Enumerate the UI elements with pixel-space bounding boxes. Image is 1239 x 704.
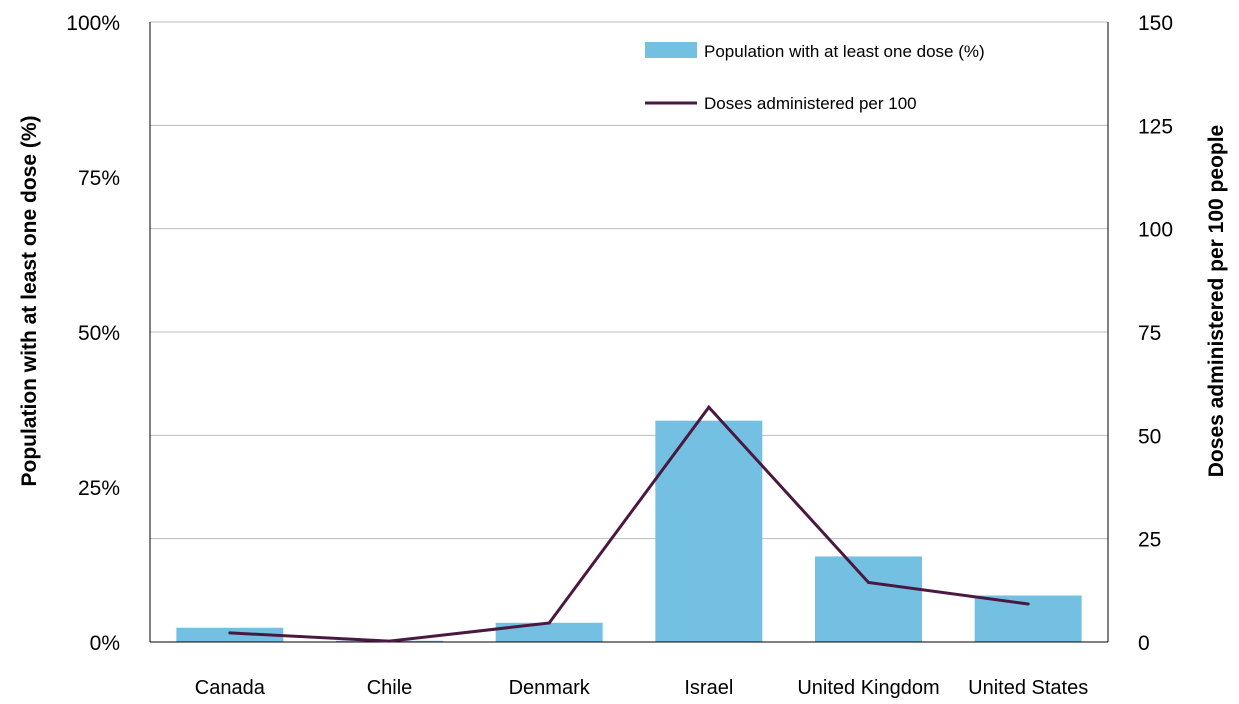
legend-bar-label: Population with at least one dose (%) (704, 42, 985, 61)
bar (176, 627, 284, 642)
legend: Population with at least one dose (%) Do… (645, 42, 985, 113)
category-label: Denmark (509, 677, 591, 699)
category-label: United States (968, 677, 1088, 699)
category-label: Canada (195, 677, 266, 699)
right-tick-label: 150 (1138, 12, 1173, 35)
right-axis-title: Doses administered per 100 people (1205, 125, 1228, 477)
bar (815, 556, 922, 642)
line-point (547, 621, 551, 625)
legend-bar-swatch (645, 42, 697, 58)
right-tick-label: 25 (1138, 529, 1161, 552)
doses-line (229, 404, 1029, 643)
right-tick-label: 100 (1138, 219, 1173, 242)
gridlines (150, 21, 1108, 540)
line-point (1026, 602, 1030, 606)
right-tick-label: 125 (1138, 115, 1173, 138)
category-label: Chile (367, 677, 413, 699)
left-tick-label: 25% (78, 477, 120, 500)
category-labels: Canada Chile Denmark Israel United Kingdom Un… (195, 677, 1088, 699)
category-label: United Kingdom (797, 677, 939, 699)
left-tick-label: 50% (78, 322, 120, 345)
left-tick-label: 75% (78, 167, 120, 190)
left-axis-title: Population with at least one dose (%) (18, 115, 41, 486)
line-point (867, 580, 870, 584)
bar (655, 420, 763, 642)
right-tick-label: 50 (1138, 425, 1161, 448)
legend-line-label: Doses administered per 100 (704, 94, 917, 113)
line-series (228, 404, 1030, 643)
left-axis-ticks: 0% 25% 50% 75% 100% (66, 12, 120, 655)
bars (176, 420, 1082, 642)
right-axis-ticks: 0 25 50 75 100 125 150 (1138, 12, 1173, 655)
category-label: Israel (684, 677, 733, 699)
line-point (388, 639, 391, 643)
right-tick-label: 75 (1138, 322, 1161, 345)
left-tick-label: 0% (90, 632, 120, 655)
left-tick-label: 100% (66, 12, 120, 35)
bar (495, 622, 603, 642)
axes (149, 22, 1109, 643)
line-point (228, 631, 232, 635)
line-point (707, 405, 711, 409)
right-tick-label: 0 (1138, 632, 1150, 655)
